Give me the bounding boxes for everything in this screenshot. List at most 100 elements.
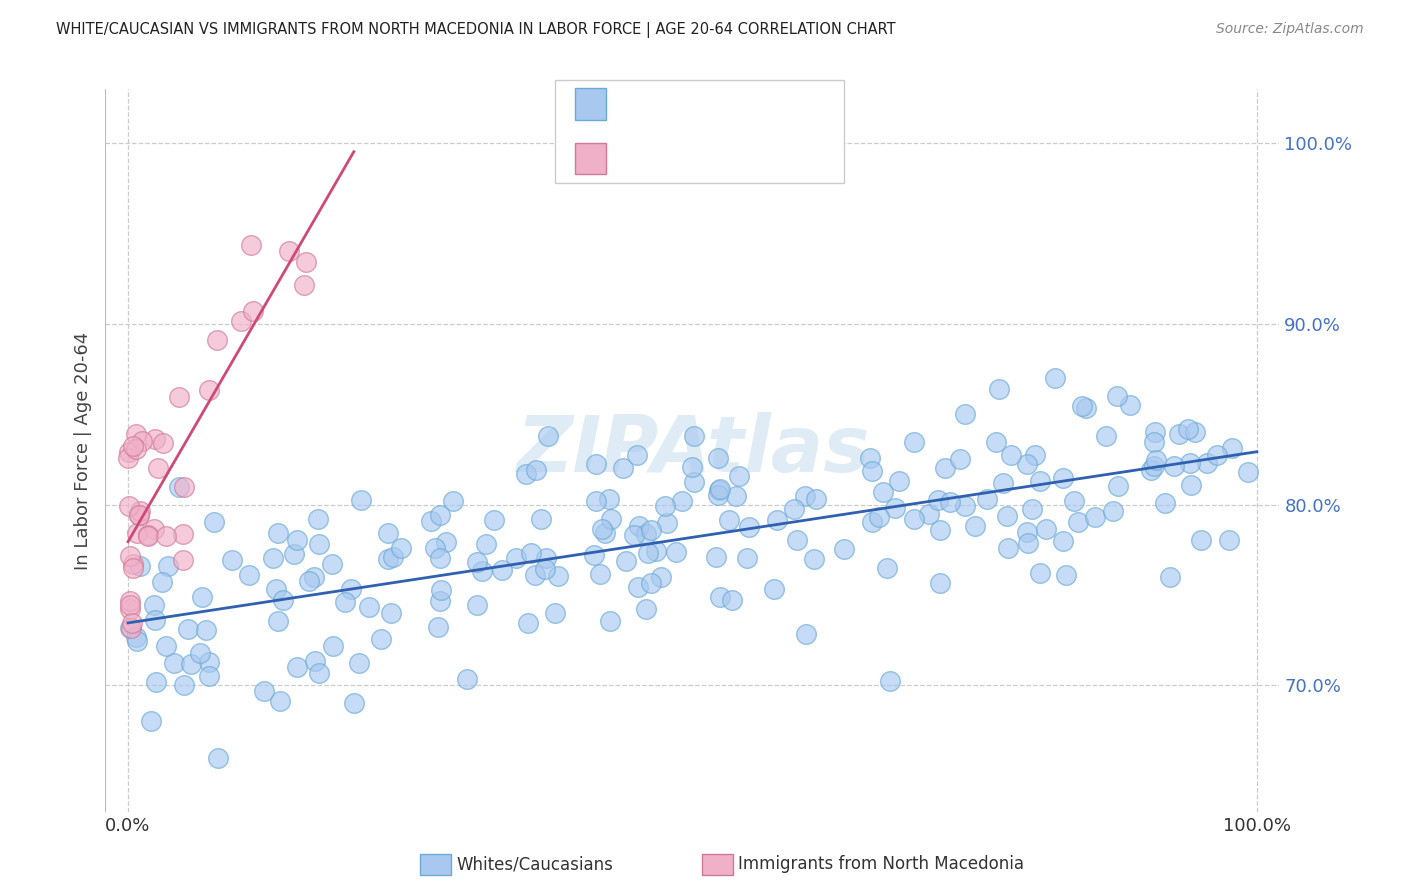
Point bbox=[357, 600, 380, 615]
Point bbox=[681, 459, 703, 474]
Point bbox=[118, 599, 141, 613]
Point bbox=[524, 463, 547, 477]
Point bbox=[650, 570, 672, 584]
Point bbox=[1206, 448, 1229, 462]
Point bbox=[370, 632, 392, 646]
Point bbox=[918, 508, 941, 522]
Text: 38: 38 bbox=[754, 149, 785, 168]
Point bbox=[122, 561, 145, 575]
Point bbox=[640, 523, 662, 537]
Point bbox=[277, 244, 299, 258]
Point bbox=[534, 550, 557, 565]
Point bbox=[1107, 479, 1129, 493]
Point bbox=[794, 489, 817, 503]
Point bbox=[534, 562, 557, 576]
Point bbox=[547, 568, 569, 582]
Point bbox=[128, 508, 150, 523]
Point bbox=[465, 555, 488, 569]
Point bbox=[139, 714, 162, 729]
Text: R =: R = bbox=[616, 89, 655, 108]
Point bbox=[143, 522, 166, 536]
Point bbox=[349, 657, 371, 671]
Point bbox=[1154, 496, 1177, 510]
Point bbox=[585, 494, 607, 508]
Point bbox=[718, 513, 741, 527]
Point bbox=[991, 476, 1014, 491]
Point bbox=[180, 657, 202, 671]
Point bbox=[197, 668, 219, 682]
Point bbox=[136, 529, 159, 543]
Point bbox=[665, 545, 688, 559]
Point bbox=[929, 523, 952, 537]
Point bbox=[876, 560, 898, 574]
Point bbox=[707, 450, 730, 465]
Point bbox=[860, 464, 883, 478]
Point bbox=[465, 598, 488, 612]
Point bbox=[1159, 570, 1181, 584]
Point bbox=[1178, 456, 1201, 470]
Point bbox=[389, 541, 412, 555]
Point bbox=[167, 390, 190, 404]
Point bbox=[172, 527, 194, 541]
Point bbox=[125, 427, 148, 442]
Point bbox=[269, 694, 291, 708]
Point bbox=[172, 553, 194, 567]
Point bbox=[322, 640, 344, 654]
Point bbox=[191, 590, 214, 604]
Point bbox=[264, 582, 287, 596]
Point bbox=[832, 541, 855, 556]
Point bbox=[350, 492, 373, 507]
Point bbox=[173, 480, 195, 494]
Point bbox=[118, 444, 141, 458]
Point bbox=[343, 697, 366, 711]
Point bbox=[340, 582, 363, 596]
Point bbox=[530, 512, 553, 526]
Point bbox=[1043, 371, 1066, 385]
Text: Whites/Caucasians: Whites/Caucasians bbox=[457, 855, 614, 873]
Point bbox=[1180, 477, 1202, 491]
Point bbox=[131, 434, 153, 449]
Point bbox=[589, 567, 612, 582]
Y-axis label: In Labor Force | Age 20-64: In Labor Force | Age 20-64 bbox=[73, 331, 91, 570]
Point bbox=[883, 500, 905, 515]
Point bbox=[127, 633, 149, 648]
Point bbox=[505, 550, 527, 565]
Point bbox=[150, 574, 173, 589]
Point bbox=[1029, 474, 1052, 488]
Point bbox=[118, 622, 141, 636]
Point bbox=[786, 533, 808, 548]
Point bbox=[308, 537, 330, 551]
Point bbox=[240, 237, 263, 252]
Point bbox=[544, 606, 567, 620]
Point bbox=[1084, 509, 1107, 524]
Point bbox=[709, 482, 731, 496]
Point bbox=[524, 567, 547, 582]
Point bbox=[377, 526, 399, 541]
Point bbox=[623, 528, 645, 542]
Point bbox=[267, 526, 290, 541]
Point bbox=[308, 665, 330, 680]
Text: N =: N = bbox=[711, 149, 751, 168]
Point bbox=[125, 442, 148, 456]
Point bbox=[253, 684, 276, 698]
Point bbox=[927, 492, 949, 507]
Point bbox=[903, 434, 925, 449]
Point bbox=[803, 552, 825, 566]
Point bbox=[285, 660, 308, 674]
Point bbox=[143, 598, 166, 612]
Point bbox=[1184, 425, 1206, 439]
Point bbox=[515, 467, 537, 482]
Point bbox=[298, 574, 321, 588]
Point bbox=[987, 382, 1010, 396]
Point bbox=[953, 407, 976, 421]
Point bbox=[1195, 456, 1218, 470]
Point bbox=[1063, 494, 1085, 508]
Point bbox=[929, 576, 952, 591]
Point bbox=[1015, 458, 1038, 472]
Point bbox=[456, 672, 478, 686]
Point bbox=[1102, 504, 1125, 518]
Point bbox=[955, 499, 977, 513]
Point bbox=[335, 594, 357, 608]
Point bbox=[136, 527, 159, 541]
Point bbox=[128, 508, 150, 522]
